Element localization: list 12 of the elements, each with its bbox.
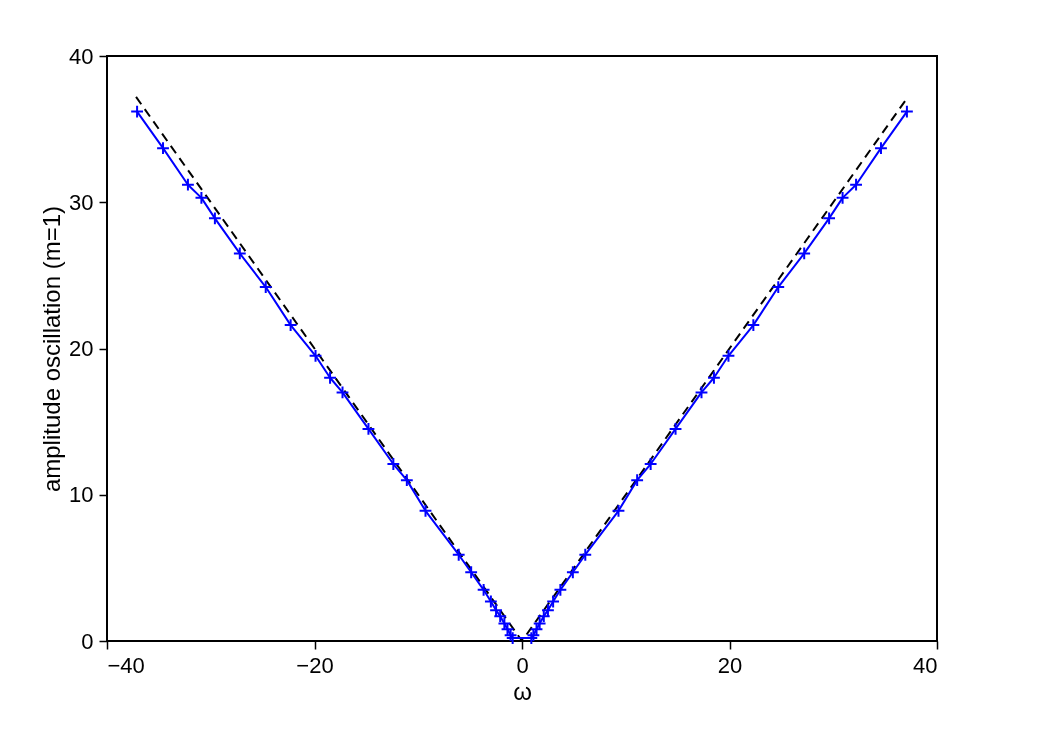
- x-tick-label: 0: [516, 652, 529, 678]
- y-tick-label: 40: [69, 43, 94, 69]
- y-axis-title: amplitude oscillation (m=1): [38, 205, 66, 493]
- y-tick-label: 20: [69, 336, 94, 361]
- x-tick-label: 40: [913, 652, 938, 678]
- x-tick-label: −40: [107, 652, 145, 678]
- y-tick-label: 10: [69, 482, 94, 508]
- x-axis-title: ω: [513, 677, 532, 705]
- x-tick-label: −20: [296, 652, 334, 678]
- y-tick-label: 30: [69, 189, 94, 215]
- x-tick-label: 20: [717, 652, 743, 678]
- y-tick-label: 0: [81, 628, 94, 654]
